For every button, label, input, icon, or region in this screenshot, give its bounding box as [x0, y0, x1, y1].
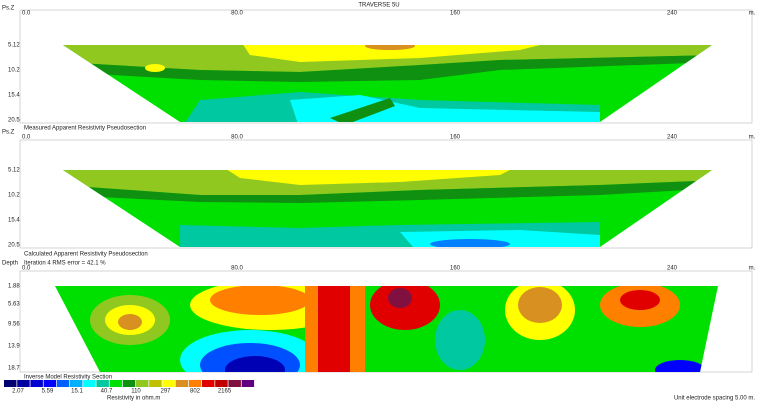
depth-label: 1.88 — [8, 284, 20, 290]
x-tick-label: m. — [749, 11, 756, 17]
x-tick-label: 80.0 — [231, 11, 243, 17]
scale-label: 2.07 — [12, 389, 24, 395]
scale-unit: Resistivity in ohm.m — [107, 396, 160, 402]
x-tick-label: 240 — [667, 135, 678, 141]
x-tick-label: 160 — [450, 135, 461, 141]
x-tick-label: 80.0 — [231, 135, 243, 141]
scale-label: 2165 — [218, 389, 232, 395]
color-swatch — [83, 380, 96, 387]
footer-note: Unit electrode spacing 5.00 m. — [674, 396, 755, 402]
depth-label: 20.5 — [8, 118, 20, 124]
depth-label: 9.56 — [8, 322, 20, 328]
x-tick-label: 240 — [667, 266, 678, 272]
x-tick-label: m. — [749, 266, 756, 272]
x-tick-label: 240 — [667, 11, 678, 17]
depth-label: 15.4 — [8, 218, 20, 224]
color-swatch — [109, 380, 123, 387]
panel-frame — [19, 9, 753, 124]
panel-frame — [19, 139, 753, 249]
x-tick-label: 80.0 — [231, 266, 243, 272]
x-tick-label: 0.0 — [22, 11, 31, 17]
x-tick-label: m. — [749, 135, 756, 141]
color-swatch — [56, 380, 70, 387]
depth-label: 10.2 — [8, 193, 20, 199]
axis-label: Ps.Z — [2, 130, 15, 136]
color-swatch — [149, 380, 162, 387]
depth-label: 5.12 — [8, 168, 20, 174]
color-swatch — [215, 380, 228, 387]
color-swatch — [122, 380, 136, 387]
scale-label: 297 — [160, 389, 171, 395]
x-tick-label: 160 — [450, 11, 461, 17]
depth-label: 18.7 — [8, 366, 20, 372]
scale-label: 802 — [190, 389, 201, 395]
color-swatch — [241, 380, 255, 387]
color-swatch — [136, 380, 149, 387]
model-section — [55, 286, 718, 372]
scale-label: 5.59 — [42, 389, 54, 395]
color-swatch — [96, 380, 109, 387]
depth-label: 5.12 — [8, 43, 20, 49]
color-swatch — [162, 380, 175, 387]
color-swatch — [70, 380, 83, 387]
color-swatch — [228, 380, 241, 387]
panel-title: TRAVERSE 5U — [358, 3, 399, 9]
caption: Inverse Model Resistivity Section — [24, 375, 112, 381]
color-swatch — [30, 380, 43, 387]
color-swatch — [43, 380, 57, 387]
depth-label: 5.63 — [8, 302, 20, 308]
caption: Calculated Apparent Resistivity Pseudose… — [24, 252, 148, 258]
axis-label: Depth — [2, 261, 18, 267]
iteration-info: Iteration 4 RMS error = 42.1 % — [24, 261, 106, 267]
color-swatch — [4, 380, 17, 387]
scale-label: 40.7 — [101, 389, 113, 395]
color-swatch — [175, 380, 189, 387]
color-swatch — [202, 380, 215, 387]
color-swatch — [17, 380, 30, 387]
pseudosection-measured — [63, 45, 712, 122]
pseudosection-calculated — [63, 170, 712, 247]
x-tick-label: 0.0 — [22, 266, 31, 272]
depth-label: 10.2 — [8, 68, 20, 74]
x-tick-label: 160 — [450, 266, 461, 272]
scale-label: 110 — [131, 389, 141, 395]
caption: Measured Apparent Resistivity Pseudosect… — [24, 126, 146, 132]
color-swatch — [188, 380, 202, 387]
depth-label: 13.9 — [8, 344, 20, 350]
axis-label: Ps.Z — [2, 6, 15, 12]
x-tick-label: 0.0 — [22, 135, 31, 141]
depth-label: 20.5 — [8, 243, 20, 249]
color-scale — [4, 380, 255, 387]
depth-label: 15.4 — [8, 93, 20, 99]
scale-label: 15.1 — [71, 389, 83, 395]
